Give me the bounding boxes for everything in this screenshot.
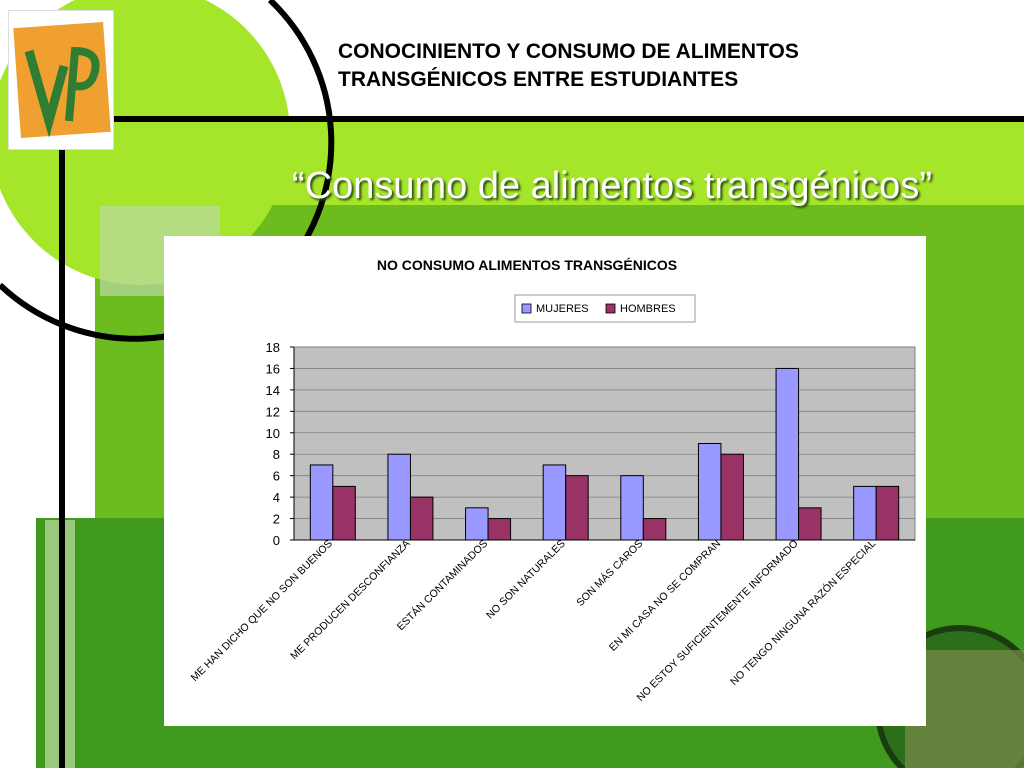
slide-subtitle: “Consumo de alimentos transgénicos”: [292, 165, 932, 207]
bar-mujeres: [620, 475, 644, 541]
x-category-label: SON MÁS CAROS: [574, 537, 646, 609]
bar-chart: NO CONSUMO ALIMENTOS TRANSGÉNICOS MUJERES…: [189, 257, 916, 704]
plot-area: [293, 346, 916, 541]
bar-hombres: [798, 507, 822, 541]
bar-hombres: [565, 475, 589, 541]
legend-label-mujeres: MUJERES: [536, 303, 589, 315]
y-tick-label: 18: [266, 340, 280, 355]
bar-mujeres: [697, 443, 722, 541]
legend-swatch-hombres: [605, 303, 616, 314]
y-tick-label: 4: [273, 490, 280, 505]
chart-title: NO CONSUMO ALIMENTOS TRANSGÉNICOS: [377, 257, 677, 273]
bar-hombres: [720, 453, 744, 541]
y-tick-label: 2: [273, 512, 280, 527]
bar-hombres: [487, 518, 512, 541]
legend-swatch-mujeres: [521, 303, 532, 314]
logo: [8, 10, 114, 150]
chart-panel: NO CONSUMO ALIMENTOS TRANSGÉNICOS MUJERES…: [164, 236, 926, 726]
y-tick-label: 8: [273, 447, 280, 462]
y-tick-label: 10: [266, 426, 280, 441]
y-tick-label: 0: [273, 533, 280, 548]
y-tick-label: 16: [266, 361, 280, 376]
y-tick-label: 14: [266, 383, 280, 398]
bar-mujeres: [465, 507, 489, 541]
logo-image: [13, 21, 111, 139]
x-category-label: NO SON NATURALES: [484, 538, 568, 622]
bar-mujeres: [853, 485, 877, 541]
top-lime-band: [265, 120, 1024, 206]
y-tick-label: 12: [266, 404, 280, 419]
x-category-label: ESTÁN CONTAMINADOS: [394, 537, 490, 633]
x-category-label: NO ESTOY SUFICIENTEMENTE INFORMADO: [634, 538, 800, 704]
bar-mujeres: [542, 464, 567, 541]
header-title-line1: CONOCINIENTO Y CONSUMO DE ALIMENTOS: [338, 40, 799, 63]
bar-hombres: [332, 485, 356, 541]
header-title: CONOCINIENTO Y CONSUMO DE ALIMENTOS TRAN…: [338, 38, 998, 94]
bar-hombres: [875, 485, 900, 541]
chart-legend: [514, 294, 696, 323]
y-tick-label: 6: [273, 469, 280, 484]
x-category-label: NO TENGO NINGUNA RAZÓN ESPECIAL: [727, 537, 878, 688]
bar-mujeres: [775, 367, 800, 541]
bar-hombres: [642, 518, 667, 541]
bar-hombres: [409, 496, 434, 541]
x-category-label: ME HAN DICHO QUE NO SON BUENOS: [189, 538, 335, 684]
bar-mujeres: [387, 453, 411, 541]
legend-label-hombres: HOMBRES: [620, 303, 676, 315]
bar-mujeres: [309, 464, 334, 541]
header-title-line2: TRANSGÉNICOS ENTRE ESTUDIANTES: [338, 68, 739, 91]
